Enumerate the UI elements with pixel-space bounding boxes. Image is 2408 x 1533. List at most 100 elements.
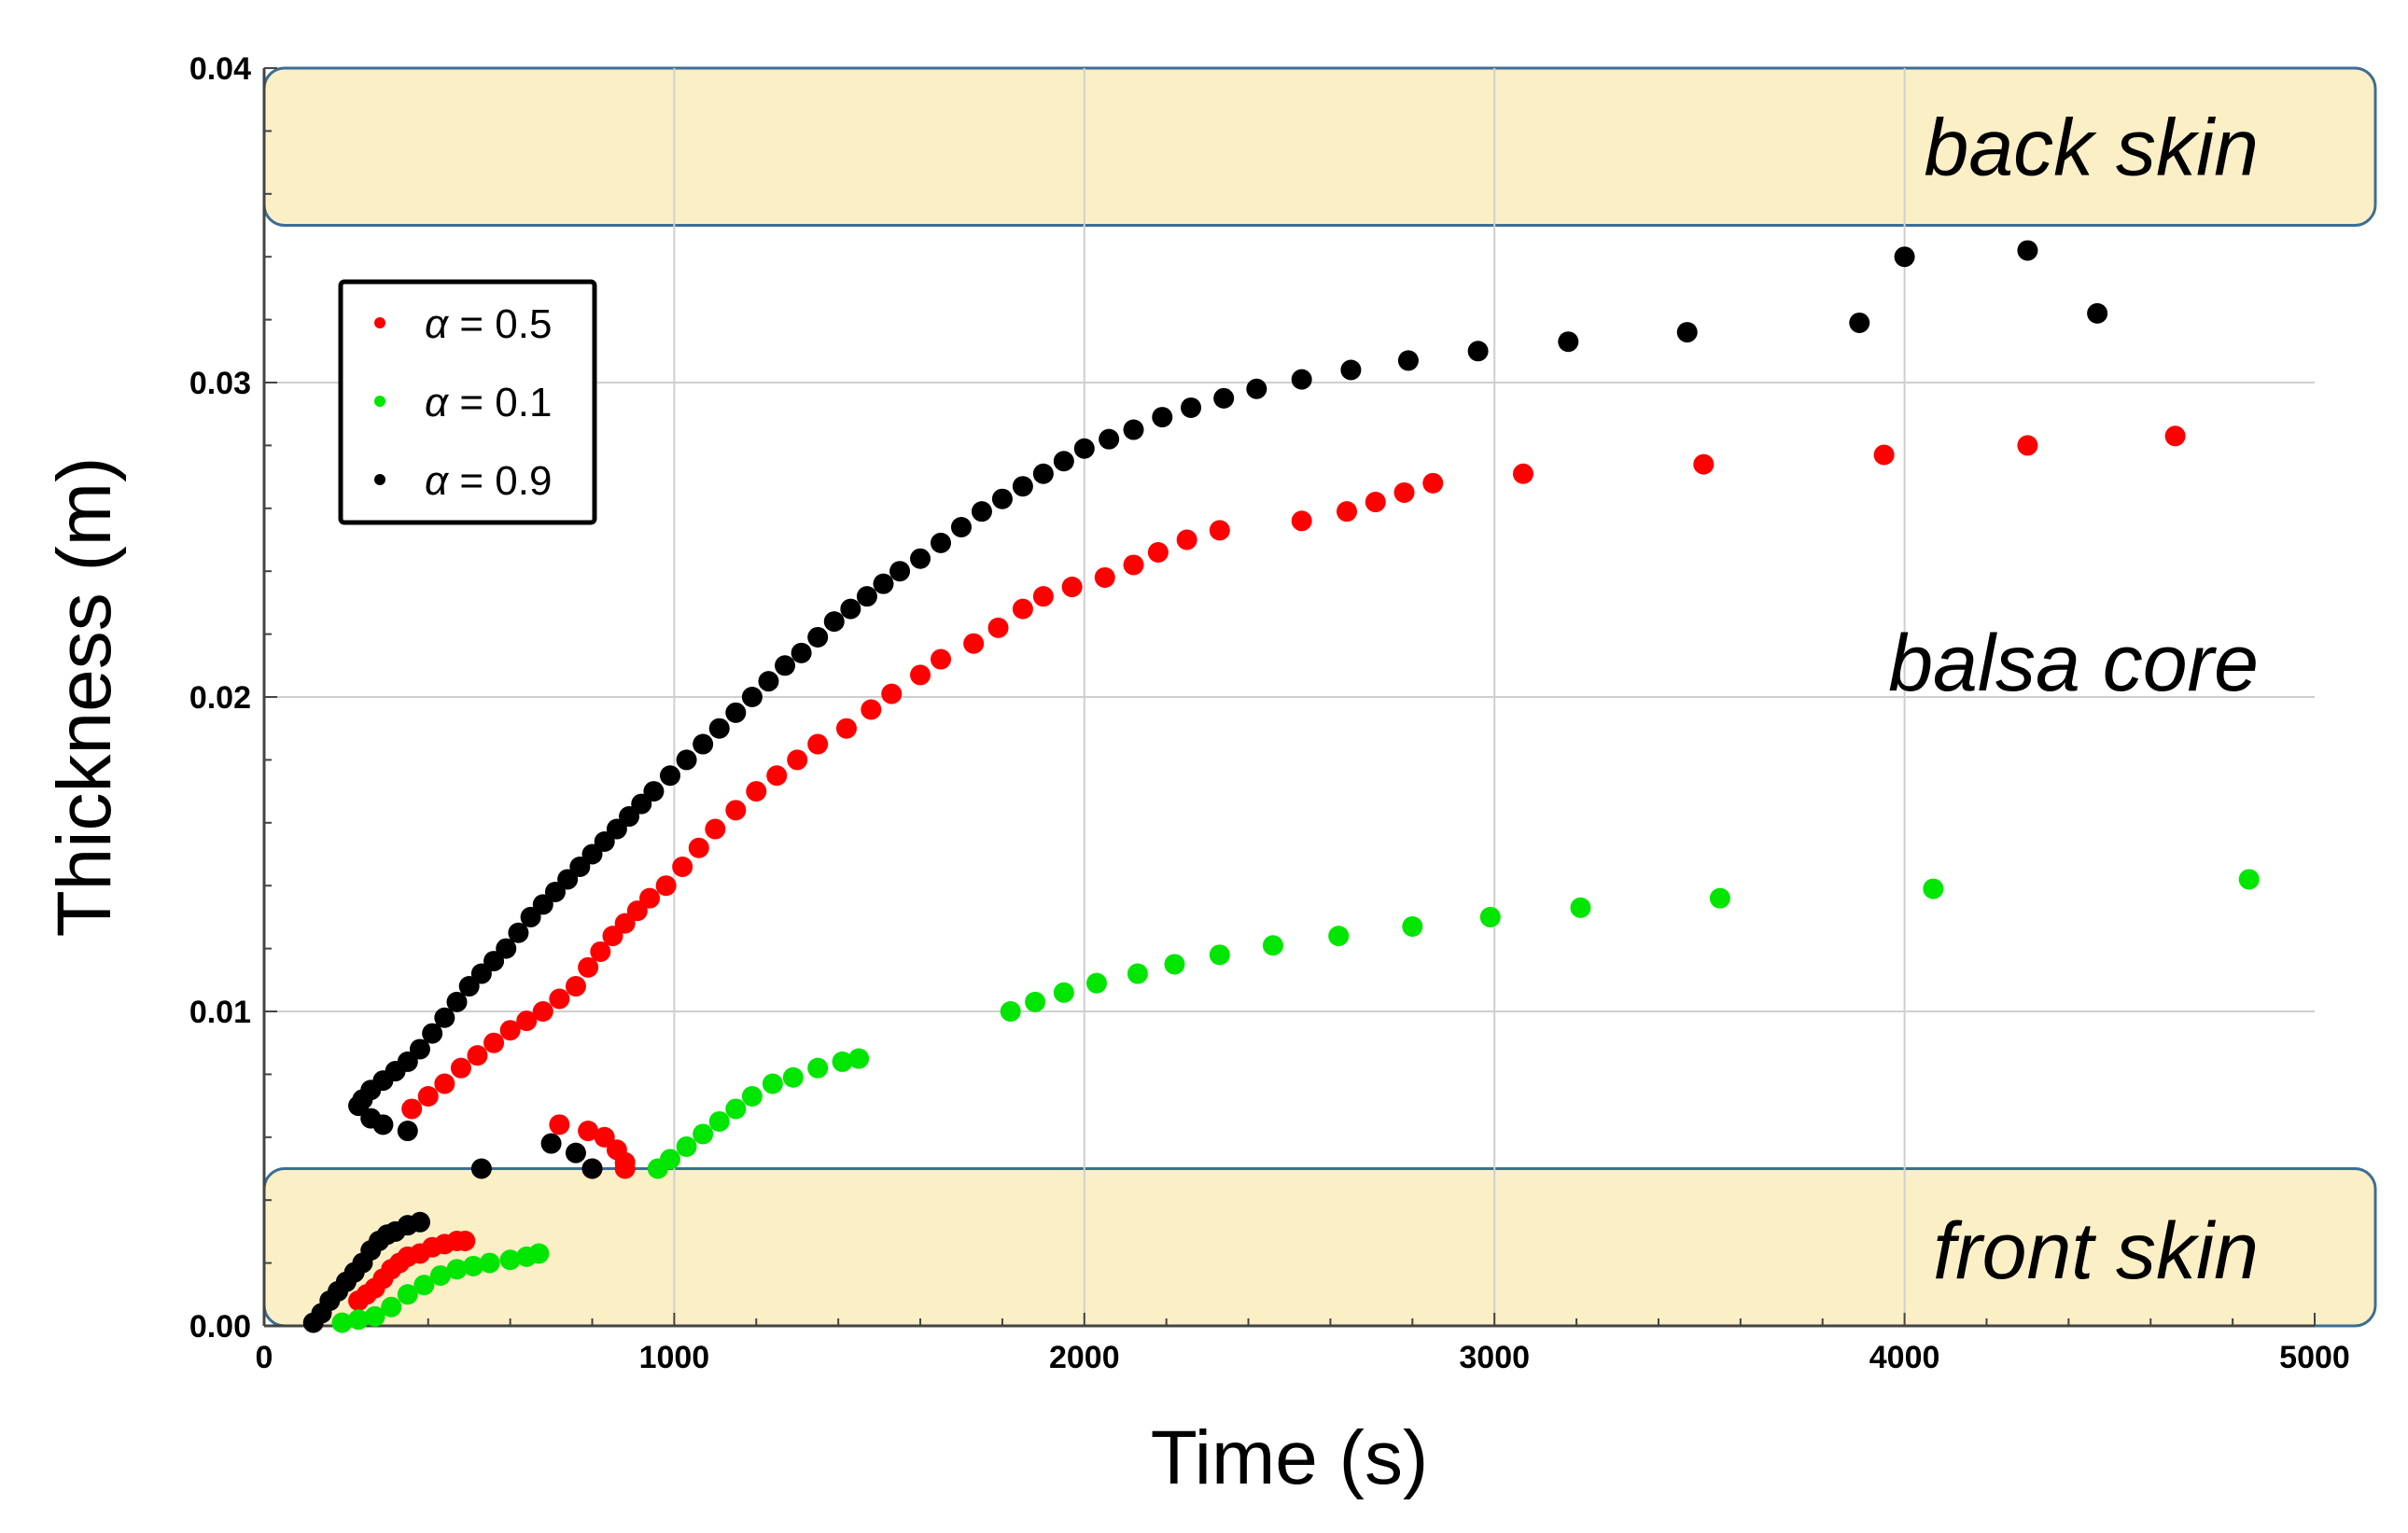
data-point [840,598,861,620]
x-tick-label-3: 3000 [1459,1340,1530,1375]
data-point [931,648,952,670]
axes: 0 1000 2000 3000 4000 5000 0.00 0.01 0.02 0.03 0.0… [189,51,2350,1375]
data-point [590,941,611,962]
data-point [1558,331,1579,353]
data-point [861,699,882,720]
data-point [1073,438,1095,459]
data-point [1147,541,1169,563]
data-point [348,1095,370,1117]
legend-value: = 0.9 [459,458,552,504]
legend-label-1: α = 0.1 [425,380,552,425]
data-point [532,1001,553,1022]
data-point [1397,350,1419,371]
data-point [544,881,566,902]
data-point [594,831,615,853]
data-point [746,781,767,802]
data-point [532,894,553,915]
data-point [2164,425,2186,447]
data-point [569,856,591,877]
data-point [578,1121,599,1142]
data-point [1262,935,1283,956]
x-tick-label-4: 4000 [1869,1340,1940,1375]
data-point [479,1252,500,1274]
data-point [1512,463,1533,484]
data-point [614,913,636,934]
data-point [762,1073,783,1094]
data-point [516,1010,538,1032]
data-point [1291,510,1312,532]
region-label-2: front skin [1933,1206,2259,1296]
data-point [401,1098,423,1120]
data-point [520,906,541,927]
data-point [549,988,570,1010]
data-point [775,655,796,676]
data-point [1402,916,1423,938]
data-point [409,1038,430,1060]
data-point [483,951,505,972]
data-point [1025,991,1046,1012]
data-point [446,991,468,1012]
data-point [1213,387,1235,409]
y-axis-title: Thickness (m) [42,457,127,938]
data-point [1061,577,1083,598]
data-point [676,749,697,771]
data-point [602,926,623,947]
data-point [991,488,1013,509]
data-point [889,561,911,582]
data-point [807,733,829,755]
data-point [1012,476,1033,497]
data-point [688,837,709,858]
data-point [807,626,829,648]
data-point [581,843,603,865]
legend-marker-0 [374,317,385,328]
data-point [1340,359,1362,381]
data-point [1123,419,1144,440]
legend-box [338,279,597,525]
data-point [614,1158,636,1179]
data-point [499,1249,521,1271]
data-point [693,1123,714,1145]
data-point [528,1243,550,1264]
legend-value: = 0.1 [459,380,552,425]
data-point [832,1051,853,1072]
data-point [1337,501,1358,523]
grid [264,68,2315,1326]
data-point [1570,897,1591,918]
data-point [725,1098,747,1120]
data-point [1099,428,1120,450]
legend-marker-1 [374,396,385,407]
data-point [409,1211,430,1233]
data-point [458,976,480,997]
y-tick-label-1: 0.01 [189,995,251,1030]
data-point [1328,926,1350,947]
data-point [881,683,903,704]
data-point [848,1048,870,1069]
data-point [807,1057,829,1079]
data-point [987,617,1009,638]
data-point [331,1312,353,1333]
data-point [1209,520,1230,541]
data-point [1393,481,1415,503]
data-point [434,1073,455,1094]
data-point [1032,463,1054,484]
data-point [483,1032,505,1053]
data-point [557,869,579,890]
data-point [594,1126,615,1148]
data-point [1127,963,1148,984]
data-point [1422,472,1444,494]
skin-regions [262,66,2377,1328]
data-point [578,956,599,978]
data-point [2238,869,2260,890]
data-point [446,1259,468,1280]
x-tick-label-1: 1000 [639,1340,710,1375]
data-point [1894,246,1915,268]
data-point [1479,906,1501,927]
data-point [725,702,747,723]
data-point [499,1020,521,1041]
legend-symbol: α [425,380,459,425]
y-tick-label-2: 0.02 [189,680,251,716]
data-point [397,1051,418,1072]
data-points [302,240,2260,1333]
data-point [910,664,931,686]
data-point [381,1296,402,1317]
